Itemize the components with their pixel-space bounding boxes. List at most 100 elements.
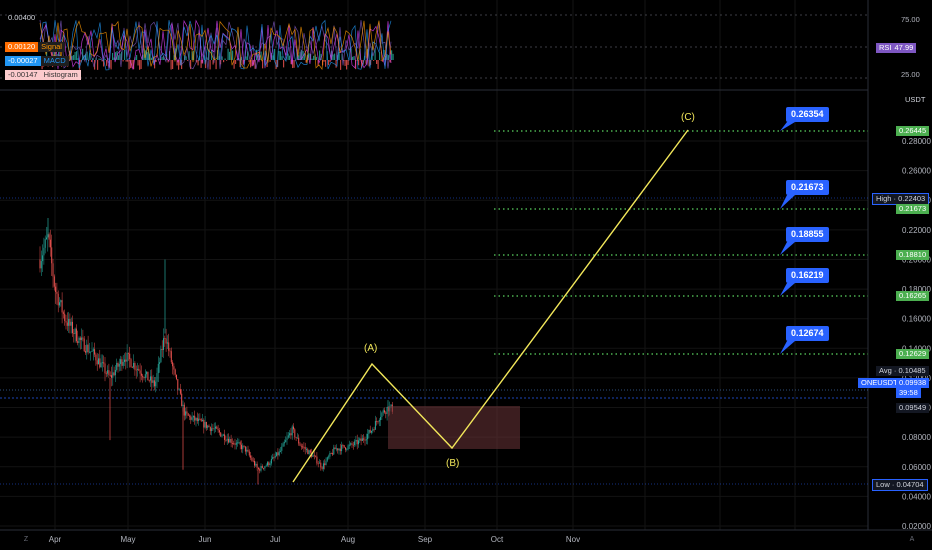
macd-legend[interactable]: -0.00027 MACD (5, 56, 69, 66)
histogram-bar (107, 58, 109, 60)
low-tag: Low · 0.04704 (872, 479, 928, 491)
candle-body (216, 426, 218, 429)
candle-body (237, 442, 239, 444)
candle-body (68, 318, 70, 326)
histogram-bar (248, 60, 250, 63)
histogram-bar (205, 60, 207, 69)
histogram-bar (206, 57, 208, 60)
signal-legend[interactable]: 0.00120 Signal (5, 42, 65, 52)
candle-body (104, 363, 106, 374)
histogram-bar (266, 60, 268, 67)
candle-body (176, 374, 177, 380)
candle-body (164, 338, 166, 340)
price-tick-label: 0.02000 (902, 522, 931, 531)
candle-body (100, 362, 102, 368)
candle-body (130, 359, 132, 368)
callout-pointer (780, 242, 795, 255)
candle-body (321, 467, 323, 469)
wave-label-a[interactable]: (A) (364, 343, 378, 354)
wave-label-b[interactable]: (B) (446, 458, 460, 469)
candle-body (221, 435, 223, 437)
candle-body (291, 426, 293, 436)
histogram-bar (331, 50, 333, 60)
macd-value: -0.00027 (5, 56, 41, 66)
macd-tick-label: 0.00400 (8, 13, 36, 22)
price-tick-label: 0.18000 (902, 285, 931, 294)
candle-body (294, 429, 296, 438)
elliott-wave-path (292, 129, 689, 483)
currency-label[interactable]: USDT (905, 95, 926, 104)
wave-label-c[interactable]: (C) (681, 112, 695, 123)
histogram-bar (92, 58, 94, 60)
histogram-bar (190, 60, 192, 70)
low-value: 0.04704 (896, 480, 924, 489)
candle-body (103, 362, 105, 364)
callout-pointer (780, 122, 795, 131)
candle-body (263, 467, 265, 469)
candle-body (228, 438, 229, 443)
candle-body (251, 457, 253, 461)
histogram-bar (136, 55, 138, 60)
time-tick-label: Apr (49, 535, 62, 544)
candle-body (372, 429, 374, 431)
target-tag-1: 0.26445 (896, 126, 930, 136)
callout-3[interactable]: 0.18855 (786, 227, 829, 242)
histogram-bar (274, 48, 276, 60)
rsi-label: RSI (879, 43, 892, 52)
candle-body (343, 445, 345, 448)
candle-body (248, 451, 250, 456)
histogram-bar (229, 51, 231, 60)
candle-body (250, 455, 252, 458)
candle-body (334, 447, 336, 450)
candle-body (282, 443, 284, 447)
candle-body (207, 425, 209, 428)
rsi-tick-25: 25.00 (901, 70, 920, 79)
candle-body (326, 457, 328, 461)
candle-body (117, 362, 119, 367)
callout-1[interactable]: 0.26354 (786, 107, 829, 122)
log-scale-button[interactable]: Z (23, 536, 29, 543)
auto-scale-button[interactable]: A (909, 536, 915, 543)
candle-body (231, 443, 233, 444)
candle-body (239, 442, 241, 445)
candle-body (74, 328, 76, 334)
histogram-bar (313, 55, 315, 60)
candle-body (48, 234, 50, 240)
histogram-bar (83, 55, 85, 60)
histogram-bar (58, 49, 60, 60)
histogram-bar (289, 55, 291, 60)
histogram-bar (53, 49, 55, 60)
callout-pointer (780, 195, 795, 209)
histogram-bar (197, 60, 199, 66)
rsi-value: 47.99 (894, 43, 914, 52)
indicator-line (39, 19, 392, 70)
histogram-bar (173, 55, 175, 60)
histogram-bar (130, 60, 132, 69)
candle-body (238, 442, 240, 444)
candle-body (59, 302, 60, 306)
histogram-bar (239, 60, 241, 68)
histogram-bar (371, 51, 373, 60)
candle-body (333, 447, 335, 455)
candle-body (127, 352, 129, 354)
histogram-legend[interactable]: -0.00147 Histogram (5, 70, 81, 80)
callout-5[interactable]: 0.12674 (786, 326, 829, 341)
price-tick-label: 0.14000 (902, 344, 931, 353)
candle-body (64, 313, 66, 321)
candle-body (260, 465, 262, 471)
histogram-bar (142, 54, 144, 60)
histogram-bar (319, 50, 321, 60)
histogram-bar (203, 55, 205, 60)
candle-body (371, 430, 372, 433)
histogram-bar (361, 60, 363, 68)
histogram-bar (172, 60, 174, 70)
histogram-bar (101, 60, 103, 62)
candle-body (55, 286, 57, 292)
histogram-bar (124, 49, 126, 60)
histogram-bar (163, 55, 165, 60)
candle-body (272, 457, 274, 460)
candle-body (269, 463, 271, 466)
callout-2[interactable]: 0.21673 (786, 180, 829, 195)
callout-4[interactable]: 0.16219 (786, 268, 829, 283)
candle-body (235, 442, 237, 445)
